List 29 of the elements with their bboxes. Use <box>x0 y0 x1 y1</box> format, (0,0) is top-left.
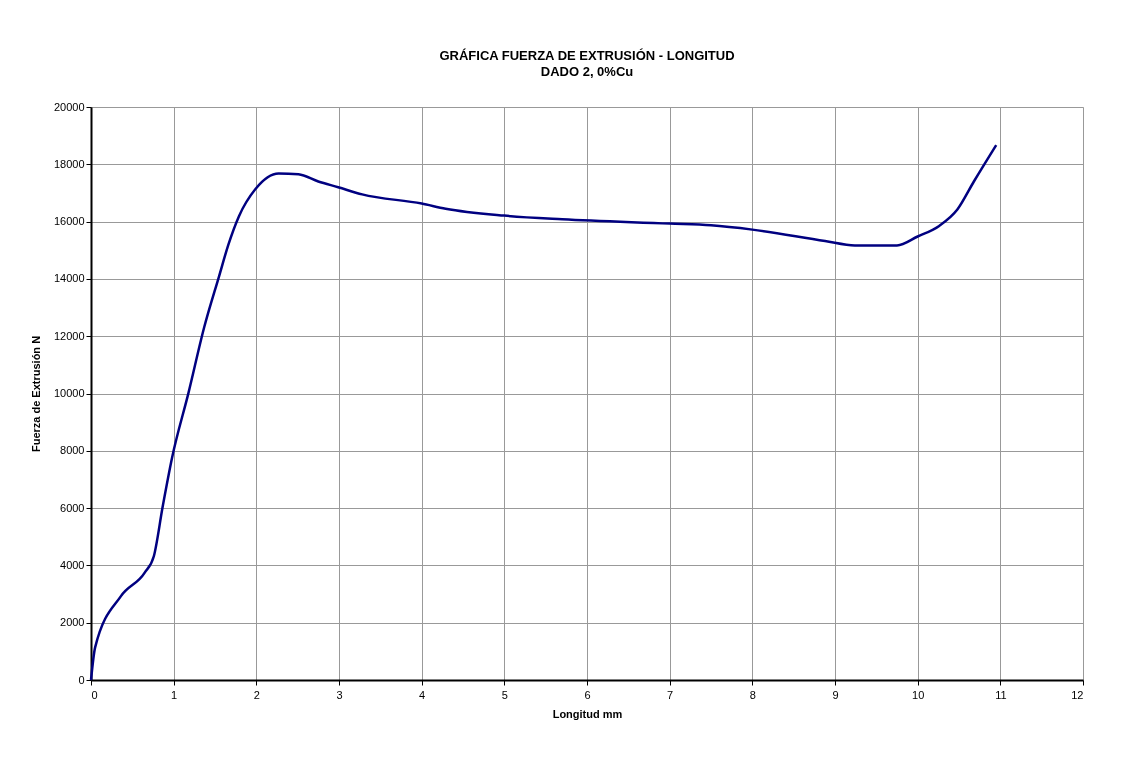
x-tick-label: 1 <box>171 688 178 701</box>
y-tick-label: 14000 <box>53 272 85 285</box>
line-series <box>89 143 998 682</box>
x-tick-label: 4 <box>419 688 426 701</box>
y-tick-label: 10000 <box>53 387 85 399</box>
x-tick-label: 2 <box>253 688 260 701</box>
x-tick-label: 3 <box>336 688 343 701</box>
y-tick-label: 8000 <box>60 444 85 457</box>
y-tick-label: 20000 <box>53 100 85 113</box>
x-tick-label: 11 <box>995 688 1007 701</box>
x-tick-label: 9 <box>832 688 839 701</box>
y-tick-label: 12000 <box>53 329 85 342</box>
x-tick-label: 0 <box>91 688 98 701</box>
x-tick-label: 6 <box>584 688 591 701</box>
chart-subtitle: DADO 2, 0%Cu <box>540 64 634 79</box>
y-axis-title: Fuerza de Extrusión N <box>29 335 42 453</box>
x-tick-label: 12 <box>1071 688 1084 701</box>
y-tick-label: 18000 <box>53 157 85 170</box>
x-axis-title: Longitud mm <box>552 707 623 720</box>
y-tick-label: 6000 <box>60 501 85 514</box>
y-tick-label: 16000 <box>53 215 85 228</box>
x-tick-label: 5 <box>501 688 508 701</box>
x-tick-label: 7 <box>667 688 674 701</box>
y-tick-label: 0 <box>78 673 85 686</box>
y-tick-label: 4000 <box>60 558 85 571</box>
x-tick-label: 10 <box>912 688 925 701</box>
x-tick-label: 8 <box>749 688 756 701</box>
chart-title: GRÁFICA FUERZA DE EXTRUSIÓN - LONGITUD <box>439 48 735 63</box>
y-tick-label: 2000 <box>60 616 85 629</box>
